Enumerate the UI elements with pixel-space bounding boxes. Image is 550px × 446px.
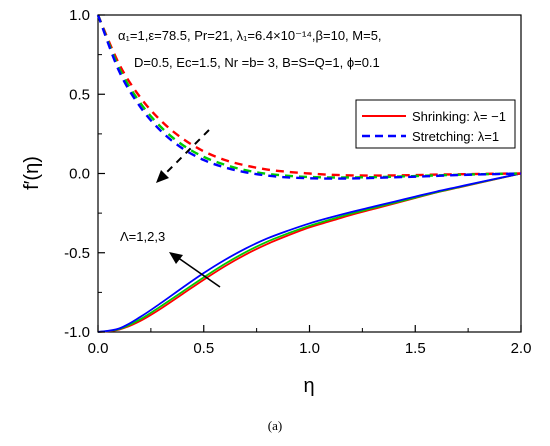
legend-label-stretching: Stretching: λ=1 — [412, 129, 499, 144]
y-tick-label: -0.5 — [64, 245, 90, 262]
params-annotation-line1: α₁=1,ε=78.5, Pr=21, λ₁=6.4×10⁻¹⁴,β=10, M… — [118, 28, 382, 43]
arrow-stretching — [156, 129, 210, 183]
x-axis-title: η — [303, 375, 314, 397]
x-tick-label: 1.0 — [299, 340, 320, 357]
y-tick-label: -1.0 — [64, 324, 90, 341]
y-tick-label: 0.0 — [69, 166, 90, 183]
legend-label-shrinking: Shrinking: λ= −1 — [412, 109, 506, 124]
ticks-layer: 0.0 0.5 1.0 1.5 2.0 -1.0 -0.5 0.0 0.5 1.0 — [64, 7, 531, 357]
series-line-shrinking-3 — [97, 172, 522, 333]
figure-caption: (a) — [267, 418, 283, 433]
y-tick-label: 0.5 — [69, 86, 90, 103]
lambda-annotation: Λ=1,2,3 — [120, 229, 165, 244]
series-line-stretching-3 — [96, 14, 522, 180]
arrow-lambda — [169, 252, 221, 288]
x-tick-label: 0.0 — [88, 340, 109, 357]
y-tick-label: 1.0 — [69, 7, 90, 24]
legend: Shrinking: λ= −1 Stretching: λ=1 — [355, 99, 516, 149]
legend-box — [355, 99, 516, 149]
series-line-shrinking-1 — [97, 172, 522, 333]
y-axis-title: f′(η) — [21, 156, 43, 190]
x-tick-label: 1.5 — [405, 340, 426, 357]
series-layer — [96, 14, 522, 333]
x-tick-label: 2.0 — [511, 340, 532, 357]
x-tick-label: 0.5 — [193, 340, 214, 357]
params-annotation-line2: D=0.5, Ec=1.5, Nr =b= 3, B=S=Q=1, ϕ=0.1 — [134, 55, 380, 70]
